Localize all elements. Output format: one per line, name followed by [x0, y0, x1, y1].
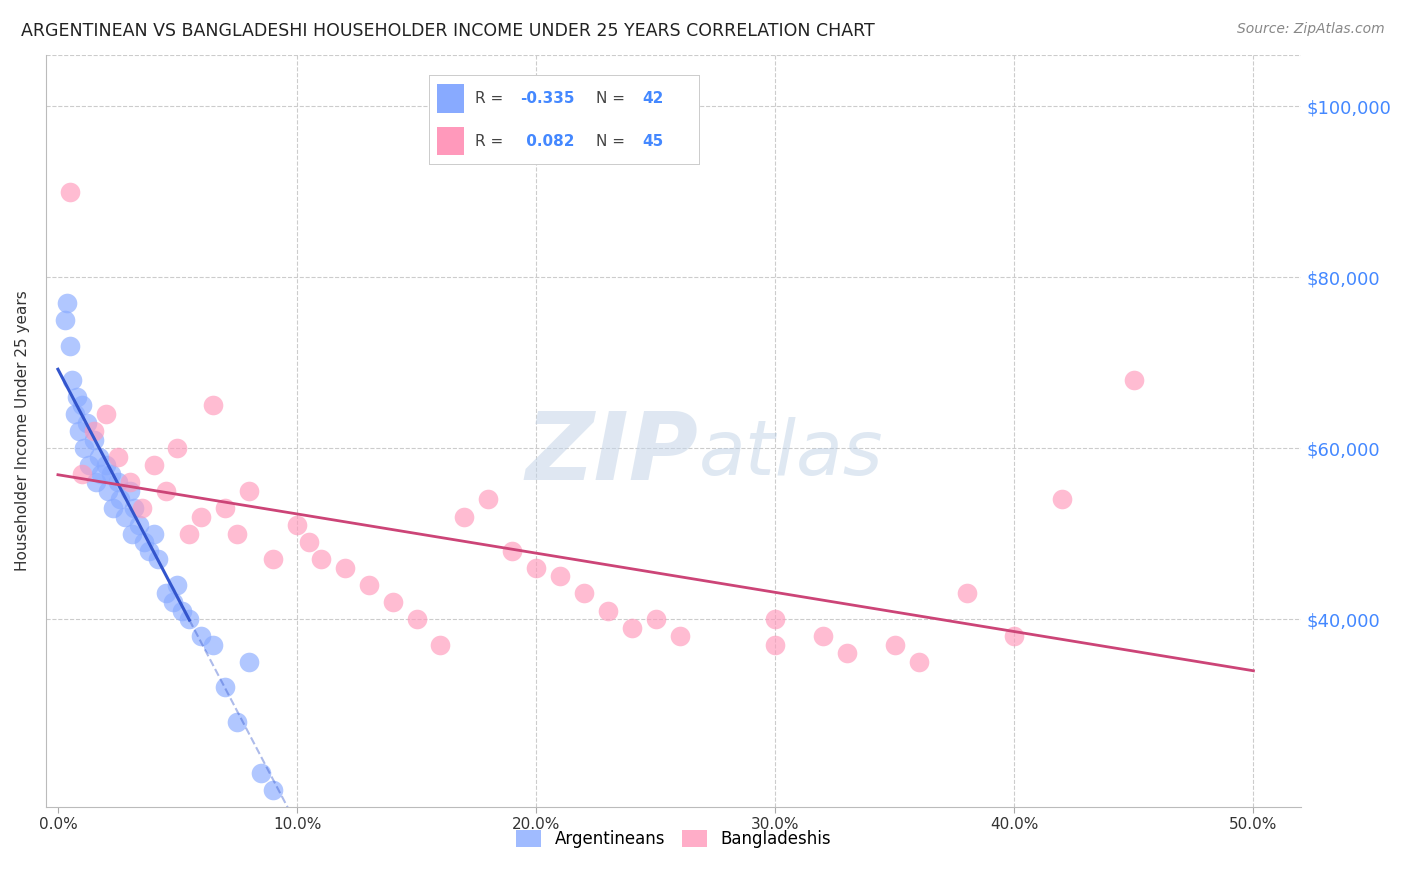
Point [955, 586, 977, 600]
Point [644, 612, 666, 626]
Point [70, 399, 93, 413]
Point [477, 492, 499, 507]
Point [63, 407, 86, 421]
Point [107, 450, 129, 464]
Point [405, 612, 427, 626]
Point [262, 783, 284, 797]
Point [121, 526, 143, 541]
Point [166, 441, 188, 455]
Point [548, 569, 571, 583]
Point [69, 424, 91, 438]
Point [1002, 629, 1025, 643]
Point [84, 475, 107, 490]
Point [128, 518, 150, 533]
Point [114, 509, 136, 524]
Point [668, 629, 690, 643]
Legend: Argentineans, Bangladeshis: Argentineans, Bangladeshis [510, 823, 838, 855]
Point [524, 561, 547, 575]
Point [118, 483, 141, 498]
Point [131, 501, 153, 516]
Point [60, 373, 83, 387]
Point [101, 501, 124, 516]
Point [214, 501, 236, 516]
Point [76, 416, 98, 430]
Point [142, 526, 165, 541]
Point [1050, 492, 1073, 507]
Point [83, 433, 105, 447]
Point [53, 313, 76, 327]
Point [70, 467, 93, 481]
Point [226, 526, 249, 541]
Point [148, 552, 170, 566]
Point [83, 424, 105, 438]
Point [87, 450, 110, 464]
Text: Source: ZipAtlas.com: Source: ZipAtlas.com [1237, 22, 1385, 37]
Point [501, 543, 523, 558]
Point [142, 458, 165, 473]
Point [162, 595, 184, 609]
Point [59, 185, 82, 199]
Point [309, 552, 332, 566]
Point [572, 586, 595, 600]
Point [94, 458, 117, 473]
Point [202, 638, 225, 652]
Point [453, 509, 475, 524]
Point [835, 646, 858, 660]
Point [202, 399, 225, 413]
Point [214, 681, 236, 695]
Point [59, 339, 82, 353]
Point [190, 629, 212, 643]
Point [172, 603, 194, 617]
Point [883, 638, 905, 652]
Point [429, 638, 451, 652]
Text: ARGENTINEAN VS BANGLADESHI HOUSEHOLDER INCOME UNDER 25 YEARS CORRELATION CHART: ARGENTINEAN VS BANGLADESHI HOUSEHOLDER I… [21, 22, 875, 40]
Point [90, 467, 112, 481]
Point [100, 467, 122, 481]
Point [155, 586, 177, 600]
Point [94, 407, 117, 421]
Point [166, 578, 188, 592]
Point [1122, 373, 1144, 387]
Point [907, 655, 929, 669]
Y-axis label: Householder Income Under 25 years: Householder Income Under 25 years [15, 291, 30, 572]
Text: ZIP: ZIP [526, 408, 699, 500]
Point [190, 509, 212, 524]
Point [179, 612, 201, 626]
Point [107, 475, 129, 490]
Point [132, 535, 155, 549]
Text: atlas: atlas [699, 417, 883, 491]
Point [77, 458, 100, 473]
Point [285, 518, 308, 533]
Point [262, 552, 284, 566]
Point [763, 612, 786, 626]
Point [596, 603, 619, 617]
Point [298, 535, 321, 549]
Point [97, 483, 120, 498]
Point [357, 578, 380, 592]
Point [333, 561, 356, 575]
Point [620, 621, 643, 635]
Point [73, 441, 96, 455]
Point [250, 765, 273, 780]
Point [381, 595, 404, 609]
Point [763, 638, 786, 652]
Point [226, 714, 249, 729]
Point [238, 655, 260, 669]
Point [155, 483, 177, 498]
Point [238, 483, 260, 498]
Point [138, 543, 160, 558]
Point [811, 629, 834, 643]
Point [66, 390, 89, 404]
Point [124, 501, 146, 516]
Point [179, 526, 201, 541]
Point [108, 492, 131, 507]
Point [56, 296, 79, 310]
Point [118, 475, 141, 490]
